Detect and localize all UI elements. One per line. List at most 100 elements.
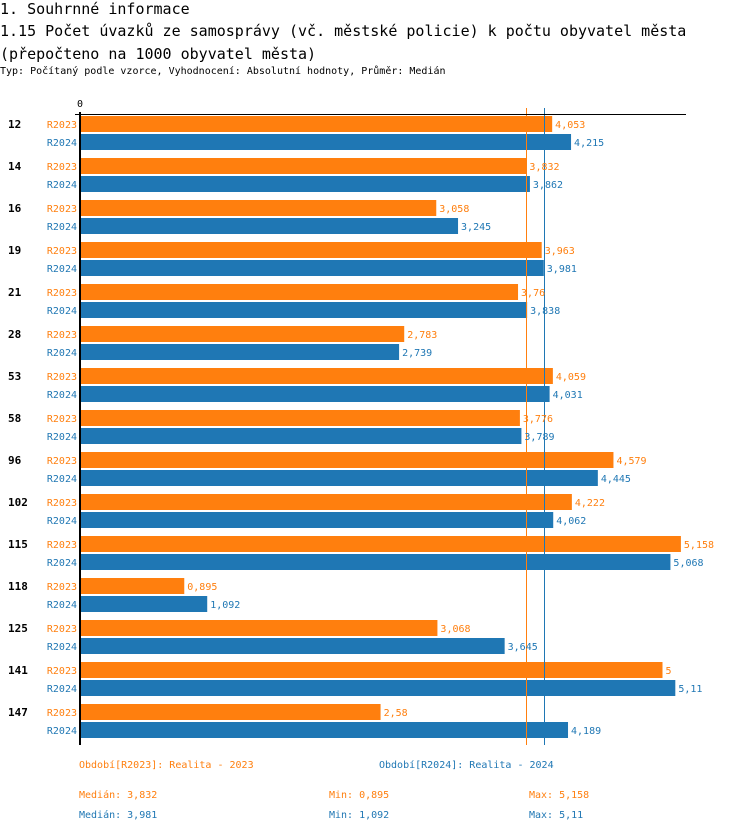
data-label: 3,058 xyxy=(439,204,469,215)
series-label: R2023 xyxy=(47,120,77,131)
bar-r2024-115 xyxy=(80,554,671,570)
bar-r2024-16 xyxy=(80,218,459,234)
chart-subtitle: Typ: Počítaný podle vzorce, Vyhodnocení:… xyxy=(0,66,446,77)
data-label: 3,068 xyxy=(440,624,470,635)
data-label: 4,031 xyxy=(553,390,583,401)
series-label: R2023 xyxy=(47,414,77,425)
data-label: 4,215 xyxy=(574,138,604,149)
data-label: 5,11 xyxy=(678,684,702,695)
data-label: 5 xyxy=(666,666,672,677)
series-label: R2024 xyxy=(47,684,77,695)
series-label: R2024 xyxy=(47,600,77,611)
data-label: 3,645 xyxy=(508,642,538,653)
category-label: 147 xyxy=(8,706,28,719)
series-label: R2024 xyxy=(47,264,77,275)
category-label: 58 xyxy=(8,412,21,425)
series-label: R2023 xyxy=(47,540,77,551)
axis-layer: 0 xyxy=(75,99,686,745)
series-label: R2024 xyxy=(47,306,77,317)
median-lines-layer xyxy=(526,108,545,745)
category-label: 125 xyxy=(8,622,28,635)
series-label: R2023 xyxy=(47,624,77,635)
series-label: R2024 xyxy=(47,222,77,233)
data-label: 4,189 xyxy=(571,726,601,737)
series-label: R2024 xyxy=(47,390,77,401)
bar-r2024-96 xyxy=(80,470,598,486)
series-label: R2023 xyxy=(47,498,77,509)
stat-r2023-max: Max: 5,158 xyxy=(529,790,590,801)
series-label: R2024 xyxy=(47,516,77,527)
stat-r2024-min: Min: 1,092 xyxy=(329,810,390,821)
data-label: 3,832 xyxy=(529,162,559,173)
data-label: 3,838 xyxy=(530,306,560,317)
bar-r2024-147 xyxy=(80,722,569,738)
bar-r2023-125 xyxy=(80,620,438,636)
category-label: 118 xyxy=(8,580,28,593)
series-label: R2024 xyxy=(47,432,77,443)
bar-r2023-115 xyxy=(80,536,681,552)
bar-r2023-14 xyxy=(80,158,527,174)
bar-r2024-125 xyxy=(80,638,505,654)
series-label: R2024 xyxy=(47,348,77,359)
series-label: R2023 xyxy=(47,666,77,677)
section-title: 1. Souhrnné informace xyxy=(0,0,190,18)
bar-r2024-141 xyxy=(80,680,676,696)
category-label: 115 xyxy=(8,538,28,551)
series-label: R2024 xyxy=(47,474,77,485)
data-label: 0,895 xyxy=(187,582,217,593)
bar-r2024-12 xyxy=(80,134,572,150)
bar-r2023-28 xyxy=(80,326,405,342)
stat-r2024-median: Medián: 3,981 xyxy=(79,810,158,821)
bar-r2024-21 xyxy=(80,302,528,318)
data-label: 3,862 xyxy=(533,180,563,191)
legend-r2023: Období[R2023]: Realita - 2023 xyxy=(79,760,254,771)
category-label: 102 xyxy=(8,496,28,509)
data-label: 2,58 xyxy=(384,708,408,719)
data-label: 4,053 xyxy=(555,120,585,131)
chart-title: 1.15 Počet úvazků ze samosprávy (vč. měs… xyxy=(0,22,687,63)
bar-r2023-19 xyxy=(80,242,542,258)
category-label: 19 xyxy=(8,244,21,257)
bar-r2024-58 xyxy=(80,428,522,444)
bar-r2023-12 xyxy=(80,116,553,132)
data-label: 4,059 xyxy=(556,372,586,383)
data-label: 4,222 xyxy=(575,498,605,509)
data-label: 2,739 xyxy=(402,348,432,359)
x-tick-label-0: 0 xyxy=(77,99,83,110)
bar-r2024-19 xyxy=(80,260,544,276)
stat-r2024-max: Max: 5,11 xyxy=(529,810,584,821)
bar-r2023-96 xyxy=(80,452,614,468)
bar-r2023-21 xyxy=(80,284,519,300)
series-label: R2023 xyxy=(47,372,77,383)
category-label: 16 xyxy=(8,202,22,215)
category-label: 53 xyxy=(8,370,21,383)
series-label: R2023 xyxy=(47,162,77,173)
series-label: R2024 xyxy=(47,726,77,737)
series-label: R2023 xyxy=(47,288,77,299)
data-label: 2,783 xyxy=(407,330,437,341)
series-label: R2023 xyxy=(47,456,77,467)
bars-layer xyxy=(80,116,681,738)
bar-r2023-53 xyxy=(80,368,553,384)
category-label: 96 xyxy=(8,454,22,467)
category-label: 14 xyxy=(8,160,22,173)
data-label: 4,579 xyxy=(616,456,646,467)
series-label: R2023 xyxy=(47,204,77,215)
bar-r2024-28 xyxy=(80,344,400,360)
series-label: R2023 xyxy=(47,582,77,593)
category-label: 141 xyxy=(8,664,28,677)
series-label: R2024 xyxy=(47,180,77,191)
stat-r2023-median: Medián: 3,832 xyxy=(79,790,158,801)
series-label: R2023 xyxy=(47,708,77,719)
data-label: 3,789 xyxy=(524,432,554,443)
category-label: 21 xyxy=(8,286,22,299)
category-label: 28 xyxy=(8,328,21,341)
data-label: 1,092 xyxy=(210,600,240,611)
data-label: 4,062 xyxy=(556,516,586,527)
series-label: R2023 xyxy=(47,246,77,257)
series-label: R2024 xyxy=(47,138,77,149)
data-label: 5,158 xyxy=(684,540,714,551)
legend-r2024: Období[R2024]: Realita - 2024 xyxy=(379,760,554,771)
bar-r2024-102 xyxy=(80,512,554,528)
